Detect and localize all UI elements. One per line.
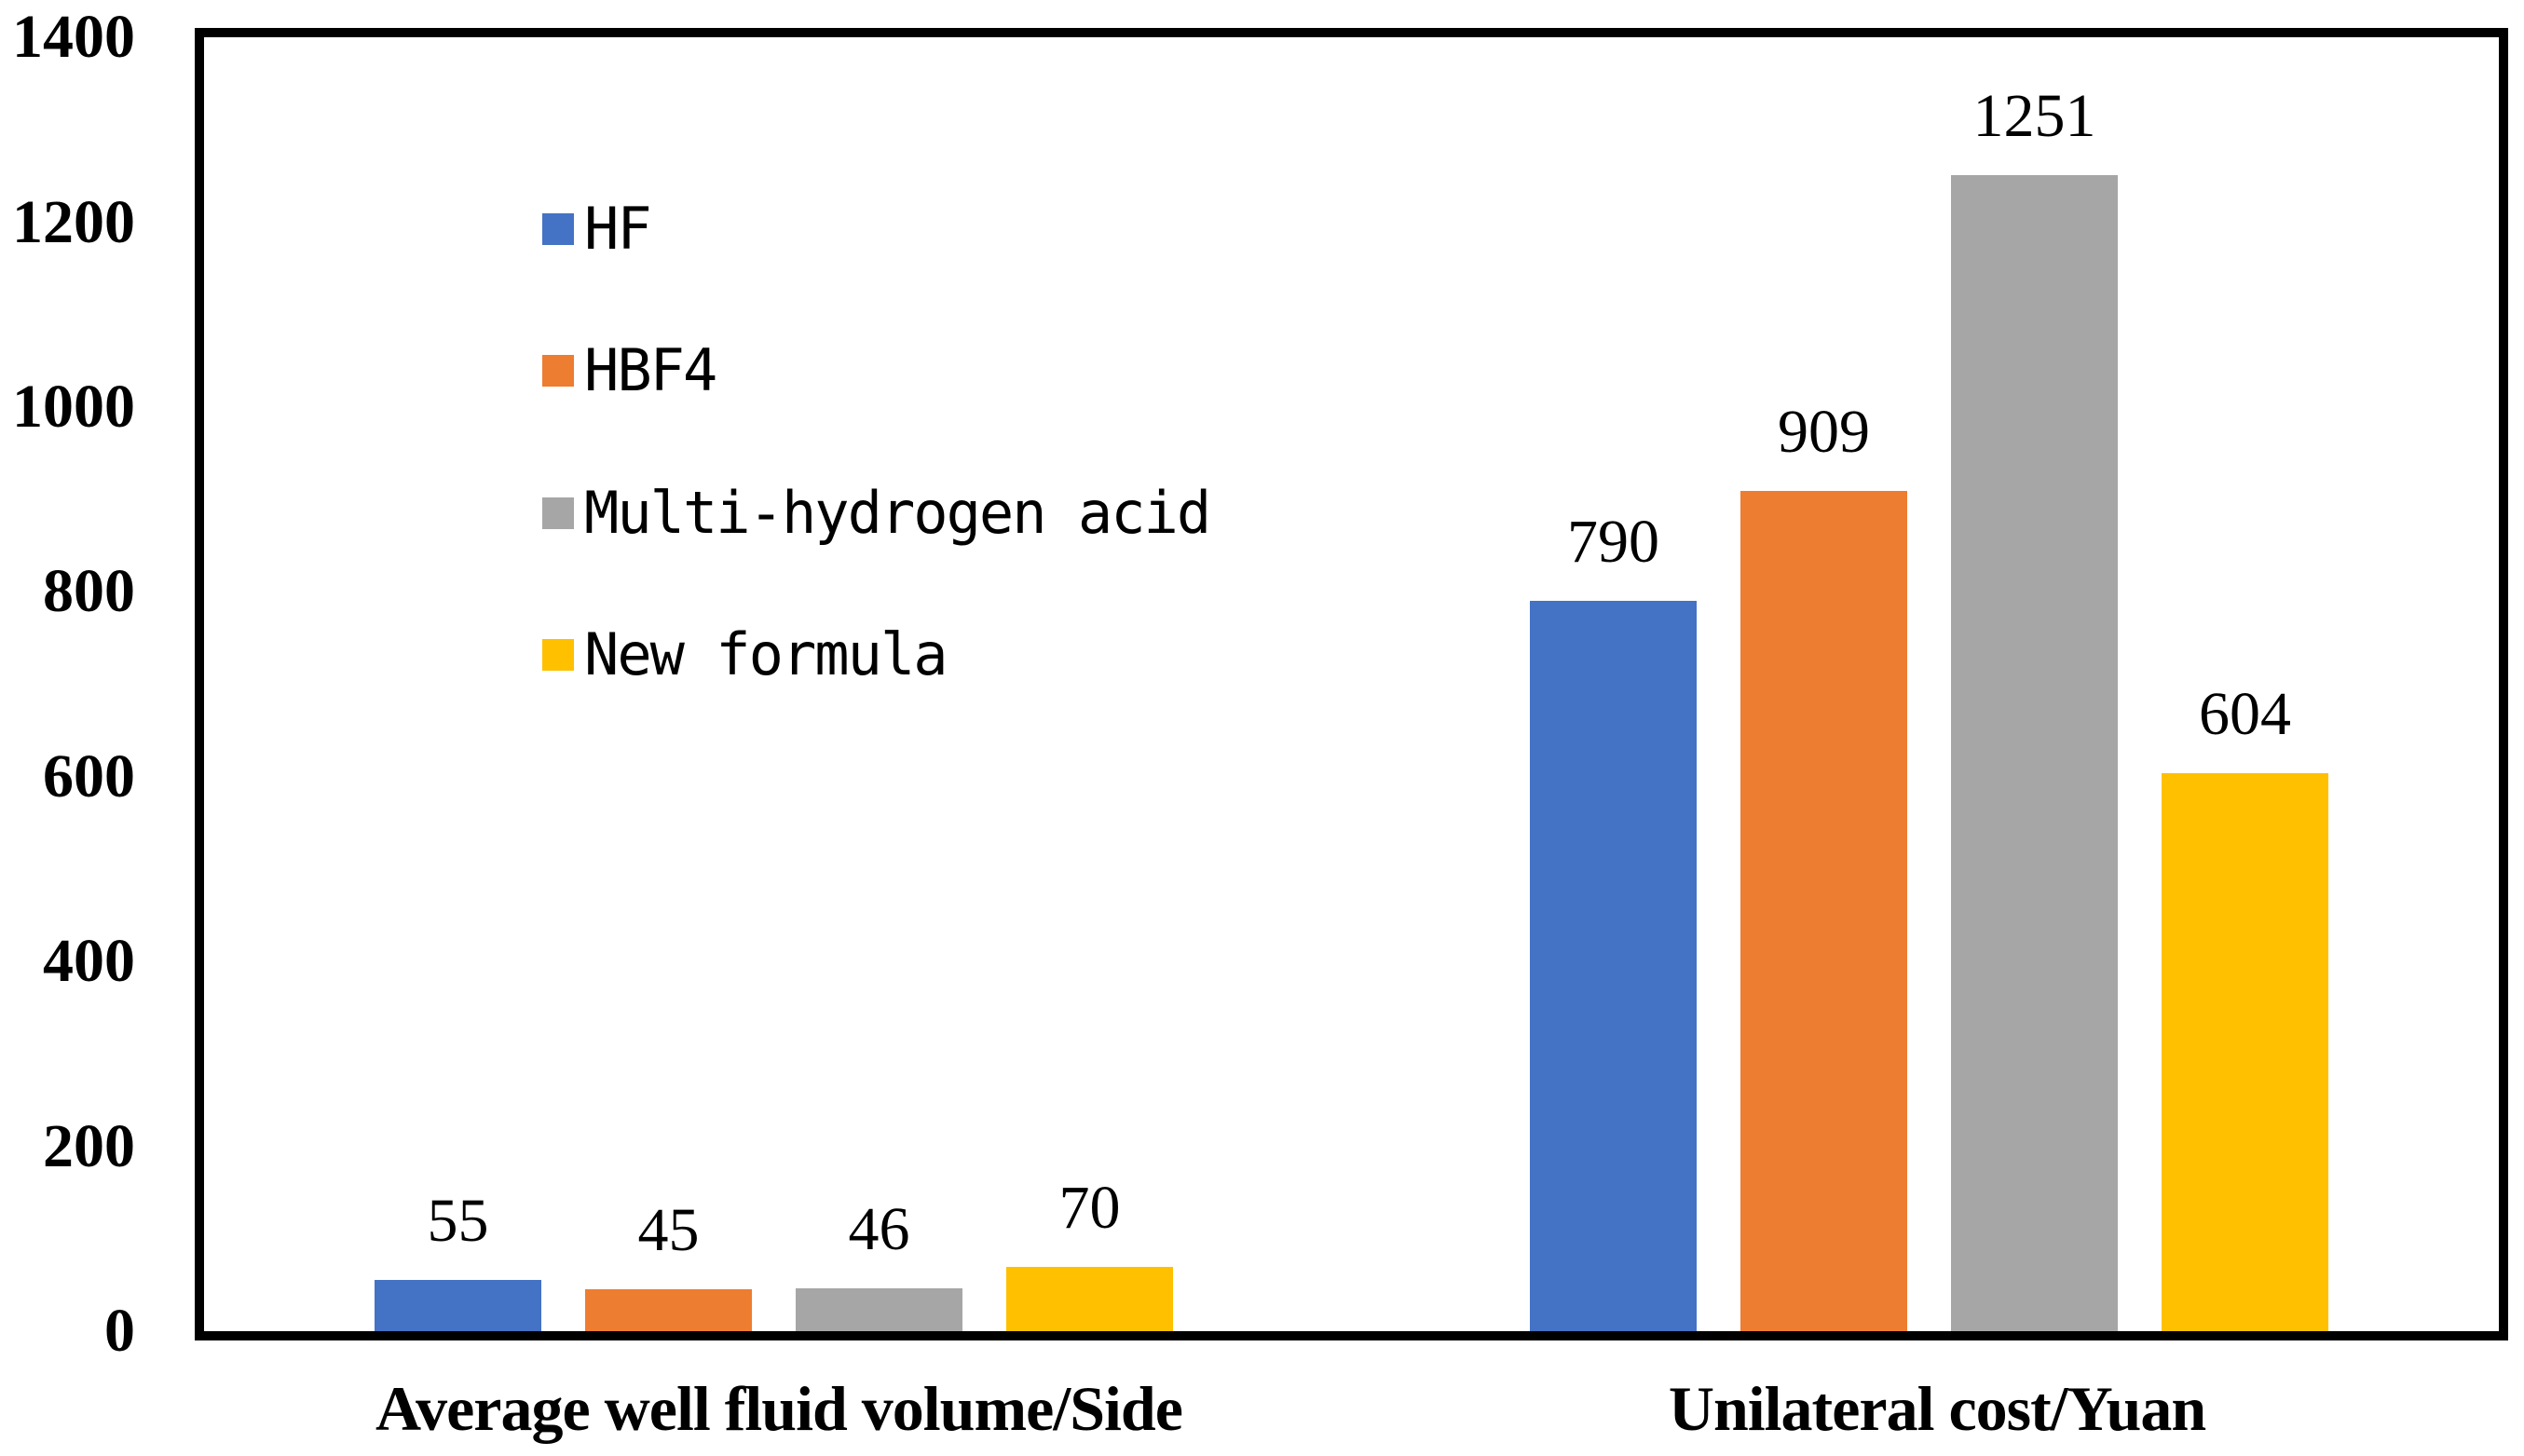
bar-new-formula: [2162, 773, 2328, 1331]
bar-hf: [1530, 601, 1697, 1331]
legend-swatch-icon: [542, 497, 574, 529]
bar-value-label: 790: [1567, 508, 1659, 576]
y-axis-tick-label: 600: [43, 742, 135, 810]
bar-value-label: 46: [848, 1195, 910, 1263]
x-axis-category-label: Unilateral cost/Yuan: [1668, 1373, 2206, 1444]
legend-swatch-icon: [542, 213, 574, 245]
plot-area: [195, 28, 2508, 1340]
legend-swatch-icon: [542, 639, 574, 671]
y-axis-tick-label: 1000: [12, 373, 135, 441]
bar-multi-hydrogen-acid: [796, 1288, 962, 1331]
legend-item-hf: HF: [542, 195, 652, 263]
bar-hbf4: [1740, 491, 1907, 1331]
legend-label: Multi-hydrogen acid: [584, 479, 1211, 547]
bar-value-label: 909: [1778, 398, 1870, 466]
y-axis-tick-label: 800: [43, 557, 135, 626]
bar-hf: [375, 1280, 541, 1331]
legend-item-hbf4: HBF4: [542, 336, 717, 404]
legend-item-multi-hydrogen-acid: Multi-hydrogen acid: [542, 479, 1211, 547]
y-axis-tick-label: 400: [43, 927, 135, 996]
legend-label: HBF4: [584, 336, 717, 404]
y-axis-tick-label: 1200: [12, 187, 135, 256]
y-axis-tick-label: 200: [43, 1111, 135, 1180]
bar-value-label: 55: [427, 1187, 489, 1255]
bar-value-label: 70: [1058, 1174, 1121, 1242]
y-axis-tick-label: 1400: [12, 3, 135, 72]
legend-label: New formula: [584, 620, 948, 688]
bar-value-label: 604: [2199, 680, 2291, 748]
bar-hbf4: [585, 1289, 752, 1331]
bar-new-formula: [1006, 1267, 1173, 1331]
legend-item-new-formula: New formula: [542, 620, 948, 688]
x-axis-category-label: Average well fluid volume/Side: [375, 1373, 1183, 1444]
bar-value-label: 1251: [1972, 82, 2096, 150]
bar-multi-hydrogen-acid: [1951, 175, 2118, 1331]
legend-swatch-icon: [542, 355, 574, 387]
y-axis-tick-label: 0: [104, 1297, 135, 1365]
legend-label: HF: [584, 195, 652, 263]
bar-value-label: 45: [637, 1196, 700, 1264]
